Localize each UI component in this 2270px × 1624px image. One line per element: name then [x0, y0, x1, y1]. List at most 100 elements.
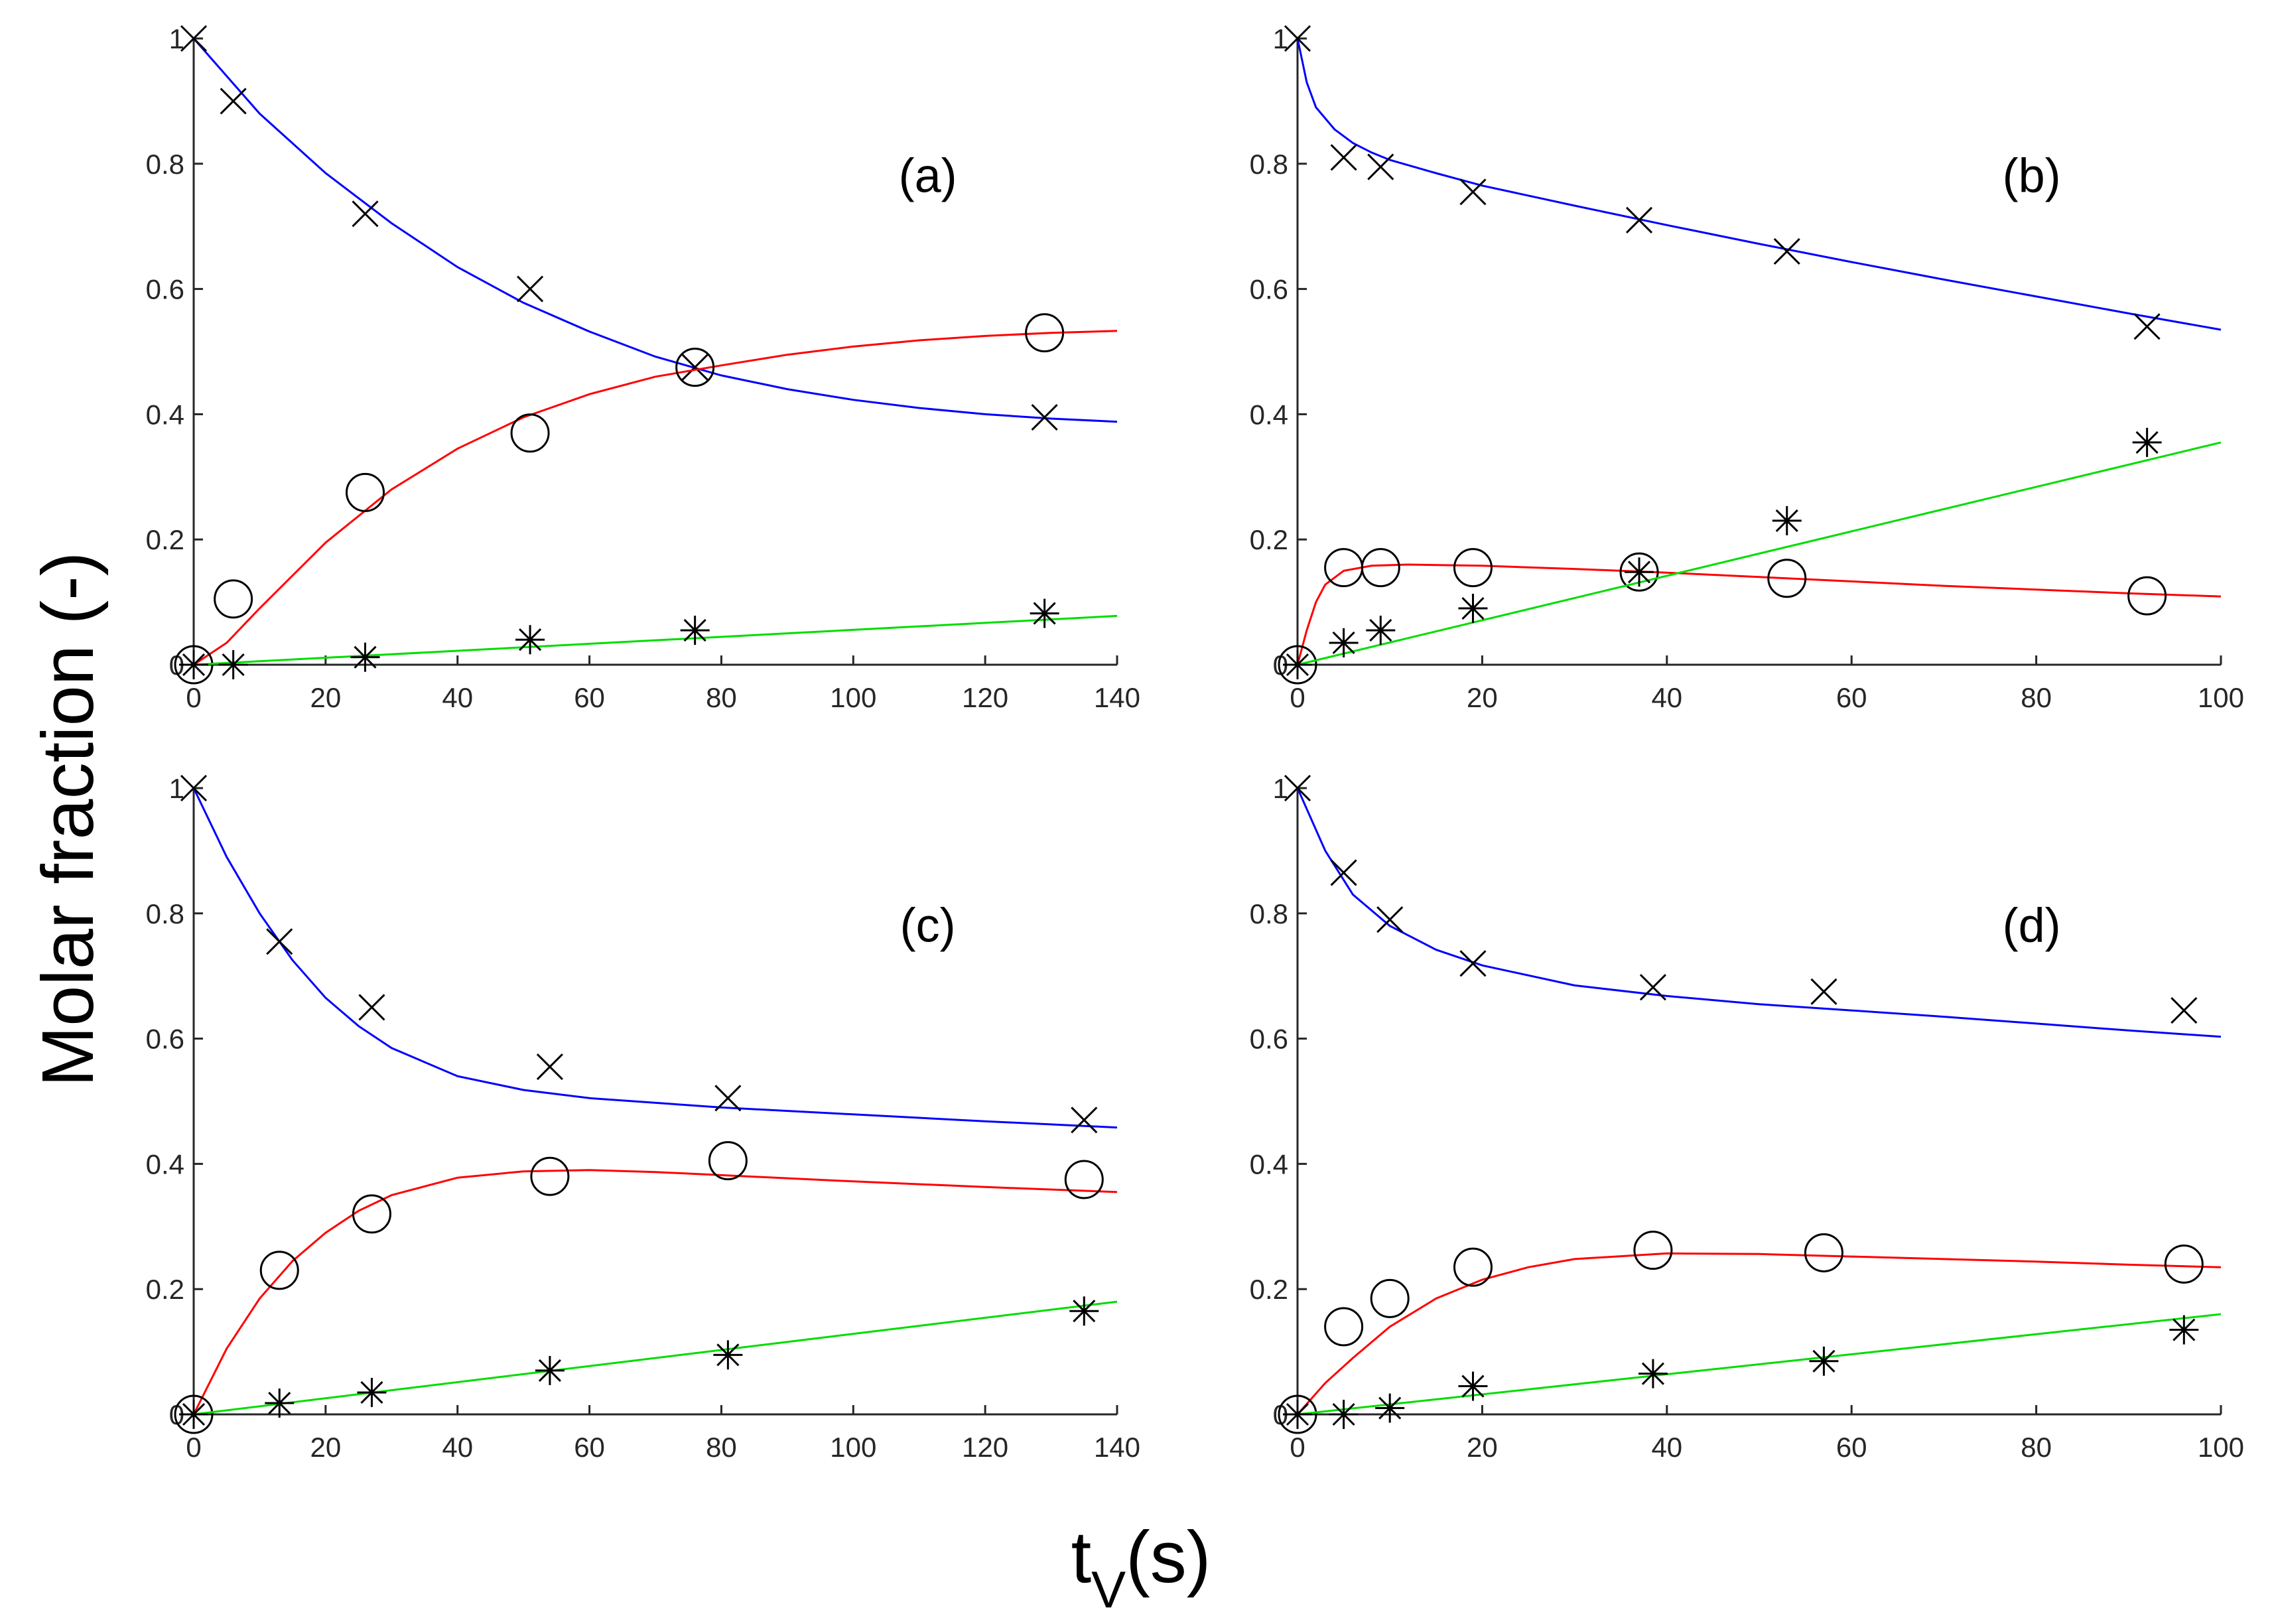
x-tick-label: 20 — [1467, 682, 1498, 713]
asterisk-marker — [179, 650, 208, 679]
x-axis-title-units: (s) — [1126, 1517, 1211, 1598]
x-marker — [1284, 25, 1311, 52]
x-marker — [536, 1053, 563, 1081]
asterisk-marker — [179, 1400, 208, 1429]
x-marker — [2170, 997, 2198, 1024]
x-tick-label: 20 — [1467, 1432, 1498, 1463]
panel-label: (d) — [2003, 899, 2061, 952]
x-tick-label: 0 — [186, 1432, 201, 1463]
x-marker — [180, 774, 208, 802]
blue-model-line — [192, 38, 1118, 423]
asterisk-marker — [535, 1355, 565, 1385]
x-tick-label: 80 — [2021, 1432, 2052, 1463]
x-axis-title-subscript: V — [1091, 1560, 1126, 1619]
x-tick-label: 140 — [1094, 682, 1140, 713]
y-tick-label: 0.4 — [146, 399, 184, 430]
x-tick-label: 60 — [1836, 1432, 1867, 1463]
asterisk-marker — [2169, 1315, 2199, 1345]
y-tick-label: 0.6 — [1250, 274, 1288, 305]
asterisk-marker — [680, 616, 710, 645]
asterisk-marker — [1329, 628, 1359, 657]
x-tick-label: 120 — [962, 1432, 1008, 1463]
y-tick-label: 0.2 — [146, 524, 184, 555]
circle-marker — [1064, 1160, 1104, 1199]
red-model-line — [193, 330, 1118, 666]
x-tick-label: 60 — [574, 682, 605, 713]
circle-marker — [1453, 1247, 1493, 1287]
red-model-line — [1296, 1252, 2222, 1415]
y-tick-label: 0 — [169, 1399, 184, 1430]
asterisk-marker — [515, 625, 545, 655]
x-marker — [266, 928, 293, 955]
y-tick-label: 0 — [1273, 1399, 1288, 1430]
panel-label: (c) — [900, 899, 956, 952]
x-marker — [681, 354, 708, 381]
x-marker — [180, 25, 208, 52]
circle-marker — [1324, 1307, 1364, 1347]
asterisk-marker — [1069, 1296, 1099, 1326]
asterisk-marker — [1329, 1400, 1359, 1429]
asterisk-marker — [1809, 1346, 1839, 1376]
x-tick-label: 0 — [1290, 1432, 1305, 1463]
chart-panel-4: 0 20 40 60 80 100 0 0.2 0.4 0.6 0.8 1 (d) — [1250, 773, 2244, 1463]
panel-label: (b) — [2003, 149, 2061, 202]
green-model-line — [1297, 441, 2222, 666]
x-tick-label: 100 — [830, 1432, 876, 1463]
circle-marker — [346, 472, 385, 512]
x-axis-title: tV(s) — [1071, 1517, 1211, 1619]
x-tick-label: 60 — [574, 1432, 605, 1463]
x-axis-title-main: t — [1071, 1517, 1092, 1598]
asterisk-marker — [218, 650, 248, 679]
x-marker — [1284, 774, 1311, 802]
green-model-line — [193, 614, 1118, 666]
x-tick-label: 0 — [186, 682, 201, 713]
asterisk-marker — [357, 1377, 387, 1407]
y-tick-label: 0.4 — [1250, 399, 1288, 430]
x-marker — [1639, 974, 1666, 1001]
circle-marker — [510, 413, 550, 453]
circle-marker — [1619, 552, 1659, 592]
circle-marker — [2164, 1244, 2204, 1284]
asterisk-marker — [350, 642, 380, 672]
y-tick-label: 0.4 — [146, 1148, 184, 1180]
asterisk-marker — [265, 1388, 295, 1418]
y-tick-label: 0.2 — [1250, 524, 1288, 555]
asterisk-marker — [1458, 1371, 1488, 1401]
circle-marker — [1633, 1231, 1673, 1270]
asterisk-marker — [2132, 427, 2162, 457]
blue-model-line — [1296, 38, 2222, 331]
circle-marker — [1278, 645, 1317, 685]
blue-model-line — [1296, 787, 2222, 1038]
panel-label: (a) — [899, 149, 957, 202]
y-tick-label: 1 — [1273, 23, 1288, 54]
x-marker — [1773, 237, 1800, 265]
circle-marker — [1453, 548, 1493, 588]
y-tick-label: 0 — [169, 649, 184, 681]
y-tick-label: 0.2 — [146, 1274, 184, 1305]
chart-panel-2: 0 20 40 60 80 100 0 0.2 0.4 0.6 0.8 1 (b) — [1250, 23, 2244, 713]
x-marker — [1031, 404, 1058, 431]
blue-model-line — [192, 787, 1118, 1129]
circle-marker — [352, 1194, 391, 1234]
circle-marker — [1804, 1233, 1843, 1272]
x-marker — [1459, 178, 1487, 206]
circle-marker — [1767, 559, 1807, 598]
asterisk-marker — [1366, 616, 1396, 645]
x-marker — [352, 200, 379, 228]
circle-marker — [1278, 1394, 1317, 1434]
y-tick-label: 0.6 — [146, 1024, 184, 1055]
y-tick-label: 0.8 — [1250, 149, 1288, 180]
x-tick-label: 100 — [2198, 682, 2244, 713]
y-tick-label: 1 — [169, 23, 184, 54]
x-tick-label: 40 — [1651, 682, 1682, 713]
chart-panel-3: 0 20 40 60 80 100 120 140 0 0.2 0.4 0.6 0.8 1 (c) — [146, 773, 1140, 1463]
y-tick-label: 0.8 — [146, 898, 184, 929]
x-marker — [1376, 906, 1404, 933]
x-marker — [1071, 1107, 1098, 1134]
x-marker — [2133, 313, 2161, 340]
asterisk-marker — [1625, 557, 1654, 587]
x-tick-label: 60 — [1836, 682, 1867, 713]
x-tick-label: 20 — [310, 1432, 341, 1463]
circle-marker — [1361, 548, 1400, 588]
y-tick-label: 0.6 — [146, 274, 184, 305]
